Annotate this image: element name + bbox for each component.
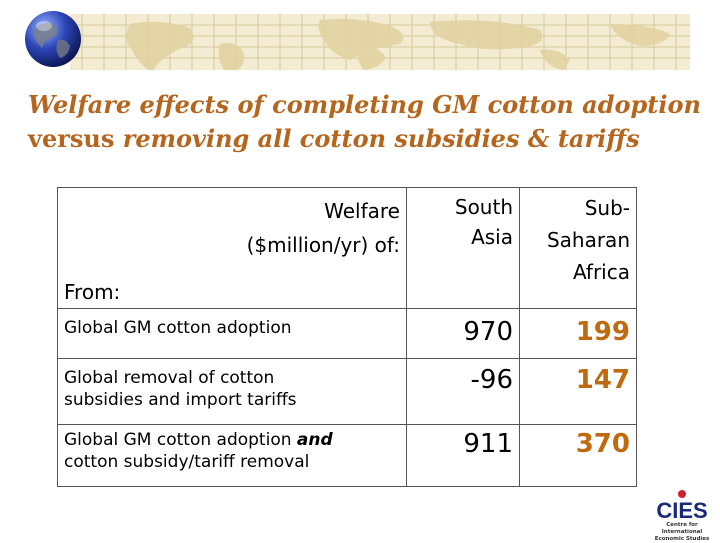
value-ssa: 147 (519, 358, 637, 425)
cies-logo-mark: CIES (656, 490, 708, 521)
svg-text:CIES: CIES (656, 498, 707, 521)
title-line-2: removing all cotton subsidies & tariffs (114, 124, 640, 153)
header-south-asia: South Asia (406, 187, 520, 309)
cies-logo-caption: Centre for International Economic Studie… (654, 522, 710, 542)
table-row: Global GM cotton adoption and cotton sub… (57, 424, 637, 487)
table-header-row: Welfare ($million/yr) of: From: South As… (57, 187, 637, 309)
title-line-1: Welfare effects of completing GM cotton … (28, 90, 701, 119)
row-label-emphasis: and (296, 430, 333, 450)
table-row: Global removal of cotton subsidies and i… (57, 358, 637, 425)
table-row: Global GM cotton adoption 970 199 (57, 308, 637, 359)
slide-title: Welfare effects of completing GM cotton … (28, 88, 708, 156)
header-cell-label: Welfare ($million/yr) of: From: (57, 187, 407, 309)
row-label: Global GM cotton adoption (57, 308, 407, 359)
row-label: Global removal of cotton subsidies and i… (57, 358, 407, 425)
cies-logo: CIES Centre for International Economic S… (648, 487, 716, 542)
header-welfare: Welfare (324, 199, 400, 223)
value-south-asia: -96 (406, 358, 520, 425)
world-map-banner (70, 14, 690, 70)
value-south-asia: 970 (406, 308, 520, 359)
header-sub-saharan-africa: Sub-Saharan Africa (519, 187, 637, 309)
title-versus: versus (28, 124, 115, 153)
welfare-table: Welfare ($million/yr) of: From: South As… (57, 187, 637, 487)
value-south-asia: 911 (406, 424, 520, 487)
row-label: Global GM cotton adoption and cotton sub… (57, 424, 407, 487)
header-from: From: (64, 280, 121, 304)
value-ssa: 370 (519, 424, 637, 487)
globe-icon (24, 10, 82, 68)
value-ssa: 199 (519, 308, 637, 359)
header-unit: ($million/yr) of: (246, 233, 400, 257)
